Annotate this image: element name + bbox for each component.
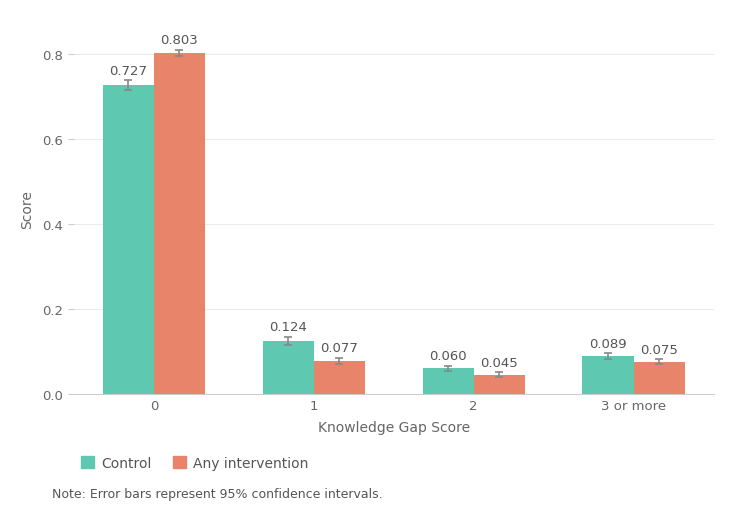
Bar (422, 369, 474, 394)
Bar (154, 54, 205, 394)
Text: 0.045: 0.045 (481, 357, 518, 369)
Text: 0.077: 0.077 (320, 341, 358, 355)
Text: 0.075: 0.075 (640, 343, 678, 356)
Y-axis label: Score: Score (20, 190, 34, 229)
Bar (314, 361, 365, 394)
Bar (582, 356, 634, 394)
Bar (263, 341, 314, 394)
Text: 0.060: 0.060 (429, 349, 467, 363)
Text: 0.727: 0.727 (109, 65, 147, 77)
Bar (103, 86, 154, 394)
Text: 0.124: 0.124 (269, 321, 307, 334)
Text: 0.089: 0.089 (590, 337, 627, 350)
Bar (634, 362, 684, 394)
Legend: Control, Any intervention: Control, Any intervention (80, 456, 309, 470)
Text: Note: Error bars represent 95% confidence intervals.: Note: Error bars represent 95% confidenc… (52, 487, 382, 500)
X-axis label: Knowledge Gap Score: Knowledge Gap Score (318, 420, 470, 434)
Text: 0.803: 0.803 (160, 34, 198, 47)
Bar (474, 375, 525, 394)
